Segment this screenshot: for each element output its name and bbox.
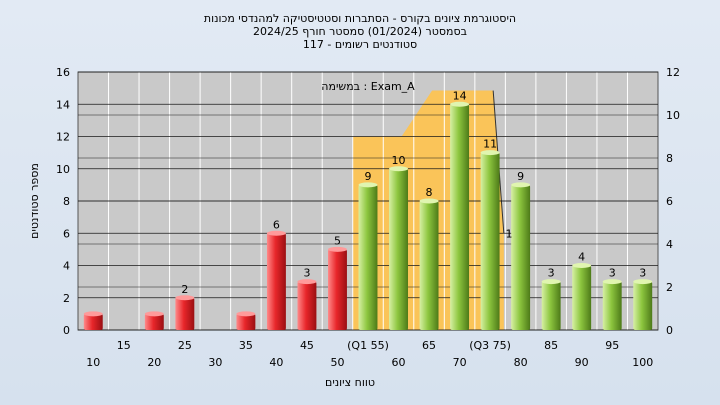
- y-tick-label: 2: [63, 292, 70, 305]
- bar-10: [83, 313, 103, 330]
- x-tick-label: (Q1 55): [347, 339, 389, 352]
- bar-top: [541, 279, 561, 285]
- bar-50: [328, 249, 347, 330]
- data-label: 3: [548, 267, 555, 280]
- bar-top: [297, 279, 317, 285]
- bar-Q375: [480, 152, 500, 330]
- y-tick-label: 8: [63, 195, 70, 208]
- data-label: 3: [609, 267, 616, 280]
- bar-top: [144, 311, 164, 317]
- x-tick-label: 20: [147, 356, 161, 369]
- y2-tick-label: 8: [666, 152, 673, 165]
- x-tick-label: 95: [605, 339, 619, 352]
- y-axis-right: 0 2 4 6 8 10 12: [666, 66, 680, 337]
- y2-tick-label: 0: [666, 324, 673, 337]
- bar-top: [602, 279, 622, 285]
- bars: [83, 101, 653, 330]
- x-tick-label: 70: [453, 356, 467, 369]
- x-tick-label: 85: [544, 339, 558, 352]
- x-tick-label: 25: [178, 339, 192, 352]
- x-axis: 10 15 20 25 30 35 40 45 50(Q1 55)60 65 70(Q3 75)80…: [86, 339, 653, 369]
- bar-top: [236, 311, 256, 317]
- x-tick-label: 15: [117, 339, 131, 352]
- y-tick-label: 12: [56, 131, 70, 144]
- bar-top: [480, 150, 500, 156]
- x-tick-label: 50: [330, 356, 344, 369]
- bar-top: [511, 182, 531, 188]
- y-axis: 0 2 4 6 8 10 12 14 16: [56, 66, 70, 337]
- title-line: היסטוגרמת ציונים בקורס - הסתברות וסטטיסט…: [204, 12, 516, 25]
- y-tick-label: 16: [56, 66, 70, 79]
- bar-top: [633, 279, 653, 285]
- bar-20: [144, 313, 164, 330]
- bar-top: [419, 198, 439, 204]
- x-tick-label: 30: [208, 356, 222, 369]
- title-line: בסמסטר (01/2024) סמסטר חורף 2024/25: [253, 25, 467, 38]
- marker-label: 1: [506, 227, 513, 240]
- grid-lines: [78, 71, 658, 331]
- bar-top: [328, 246, 347, 252]
- x-axis-title: טווח ציונים: [325, 376, 375, 389]
- bar-top: [175, 295, 195, 301]
- bar-top: [266, 230, 286, 236]
- x-tick-label: (Q3 75): [469, 339, 511, 352]
- bar-top: [83, 311, 103, 317]
- bar-35: [236, 313, 256, 330]
- chart-titles: היסטוגרמת ציונים בקורס - הסתברות וסטטיסט…: [204, 12, 516, 51]
- data-label: 14: [453, 89, 467, 102]
- bar-top: [572, 263, 592, 268]
- title-line: סטודנטים רשומים - 117: [303, 38, 417, 51]
- bar-85: [541, 281, 561, 330]
- bar-40: [266, 233, 286, 330]
- y-tick-label: 4: [63, 260, 70, 273]
- x-tick-label: 10: [86, 356, 100, 369]
- x-tick-label: 80: [514, 356, 528, 369]
- data-label: 8: [426, 186, 433, 199]
- bar-top: [358, 182, 378, 188]
- data-label: 6: [273, 218, 280, 231]
- y2-tick-label: 4: [666, 238, 673, 251]
- bar-80: [511, 184, 531, 330]
- y2-tick-label: 2: [666, 281, 673, 294]
- data-label: 3: [639, 267, 646, 280]
- y2-tick-label: 6: [666, 195, 673, 208]
- bar-65: [419, 201, 439, 330]
- data-label: 10: [392, 154, 406, 167]
- bar-95: [602, 281, 622, 330]
- data-label: 11: [483, 138, 497, 151]
- x-tick-label: 90: [575, 356, 589, 369]
- x-tick-label: 40: [269, 356, 283, 369]
- y2-tick-label: 12: [666, 66, 680, 79]
- data-label: 5: [334, 234, 341, 247]
- y-tick-label: 10: [56, 163, 70, 176]
- data-label: 9: [517, 170, 524, 183]
- x-tick-label: 45: [300, 339, 314, 352]
- y2-tick-label: 10: [666, 109, 680, 122]
- data-label: 2: [181, 283, 188, 296]
- y-tick-label: 0: [63, 324, 70, 337]
- bar-70: [450, 104, 470, 330]
- bar-100: [633, 281, 653, 330]
- x-tick-label: 35: [239, 339, 253, 352]
- data-label: 3: [303, 267, 310, 280]
- x-tick-label: 60: [392, 356, 406, 369]
- data-label: 4: [578, 251, 585, 264]
- bar-90: [572, 265, 592, 330]
- y-tick-label: 14: [56, 98, 70, 111]
- y-tick-label: 6: [63, 227, 70, 240]
- y-axis-title: מספר סטודנטים: [28, 163, 41, 239]
- data-label: 9: [365, 170, 372, 183]
- x-tick-label: 65: [422, 339, 436, 352]
- bar-top: [389, 166, 408, 172]
- bar-60: [389, 168, 408, 330]
- data-labels: 2 6 3 5 9 10 8 14 11 9 3 4 3 3 1: [181, 89, 646, 296]
- bar-Q155: [358, 184, 378, 330]
- bar-25: [175, 297, 195, 330]
- x-tick-label: 100: [632, 356, 653, 369]
- bar-45: [297, 281, 317, 330]
- legend-text: במשימה : Exam_A: [321, 80, 415, 93]
- bar-top: [450, 101, 470, 107]
